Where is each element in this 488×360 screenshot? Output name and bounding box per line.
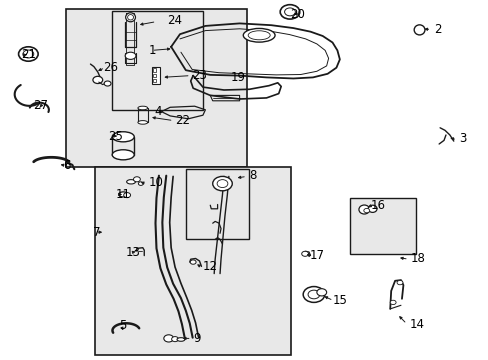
Text: 16: 16 [369, 199, 385, 212]
Ellipse shape [247, 31, 269, 40]
Text: 7: 7 [93, 226, 100, 239]
Text: 24: 24 [167, 14, 182, 27]
Text: 6: 6 [63, 159, 71, 172]
Ellipse shape [112, 132, 134, 142]
Circle shape [104, 81, 111, 86]
Circle shape [307, 290, 319, 299]
Text: 18: 18 [410, 252, 425, 265]
Text: 2: 2 [433, 23, 441, 36]
Text: 15: 15 [332, 294, 346, 307]
Ellipse shape [119, 192, 127, 197]
Ellipse shape [125, 13, 135, 22]
Ellipse shape [125, 52, 136, 59]
Text: 17: 17 [309, 249, 324, 262]
Text: 27: 27 [33, 99, 48, 112]
Circle shape [163, 335, 173, 342]
Bar [153, 74, 156, 77]
Circle shape [212, 176, 232, 191]
Bar [153, 79, 156, 82]
Ellipse shape [413, 25, 424, 35]
Text: 12: 12 [203, 260, 218, 273]
Text: 8: 8 [249, 169, 256, 182]
Circle shape [280, 5, 299, 19]
Text: 20: 20 [289, 8, 304, 21]
Text: 19: 19 [230, 71, 245, 84]
Circle shape [389, 300, 395, 305]
Text: 14: 14 [409, 318, 424, 330]
Circle shape [190, 260, 196, 264]
Ellipse shape [138, 106, 147, 110]
Circle shape [316, 289, 326, 296]
Text: 22: 22 [175, 114, 190, 127]
Text: 23: 23 [192, 69, 206, 82]
Bar [112, 11, 203, 110]
Circle shape [363, 208, 369, 213]
Circle shape [396, 280, 402, 285]
Bar [151, 67, 160, 84]
Text: 4: 4 [154, 105, 161, 118]
Ellipse shape [112, 150, 134, 160]
Circle shape [123, 193, 130, 198]
Bar [153, 68, 156, 72]
Circle shape [217, 180, 227, 188]
Ellipse shape [127, 15, 133, 20]
Circle shape [301, 251, 308, 256]
Circle shape [284, 8, 295, 16]
Bar [185, 169, 249, 239]
Text: 26: 26 [102, 61, 118, 74]
Text: 5: 5 [119, 319, 126, 332]
Ellipse shape [367, 205, 376, 212]
Text: 13: 13 [126, 246, 141, 258]
Text: 25: 25 [108, 130, 123, 143]
Circle shape [19, 47, 38, 61]
Ellipse shape [138, 121, 147, 124]
Circle shape [171, 337, 178, 342]
Bar [66, 9, 246, 167]
Text: 10: 10 [149, 176, 163, 189]
Bar [95, 167, 290, 355]
Ellipse shape [243, 28, 274, 42]
Text: 3: 3 [459, 132, 466, 145]
Circle shape [138, 182, 143, 185]
Text: 1: 1 [149, 44, 156, 57]
Circle shape [93, 76, 102, 84]
Circle shape [23, 50, 34, 58]
Text: 9: 9 [193, 332, 200, 345]
Circle shape [133, 177, 140, 182]
Text: 21: 21 [21, 48, 36, 61]
Ellipse shape [177, 338, 184, 341]
Text: 11: 11 [115, 188, 130, 201]
Bar [349, 198, 415, 254]
Ellipse shape [358, 205, 369, 214]
Circle shape [303, 287, 324, 302]
Ellipse shape [126, 180, 135, 184]
